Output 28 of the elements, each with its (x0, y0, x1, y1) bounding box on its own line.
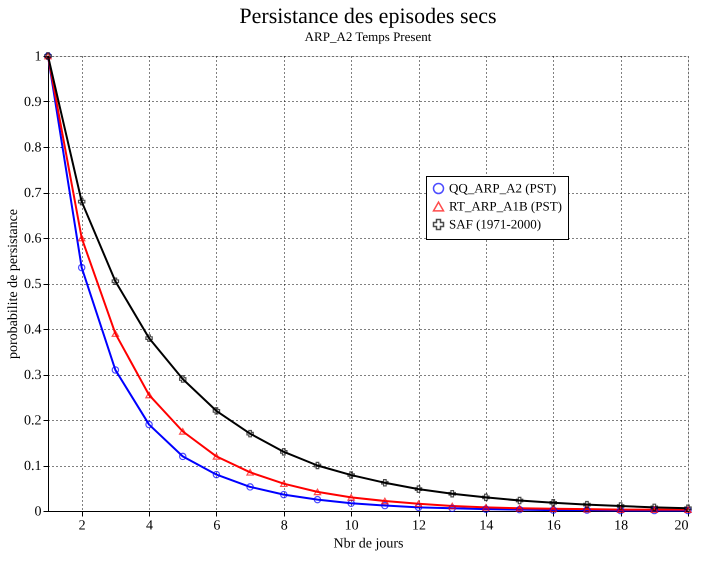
y-tick-label: 0.9 (24, 95, 42, 110)
x-tick-label: 20 (674, 518, 688, 534)
y-tick-label: 0.3 (24, 368, 42, 383)
legend-label: SAF (1971-2000) (449, 216, 542, 232)
y-tick-label: 0 (34, 504, 42, 520)
legend-label: QQ_ARP_A2 (PST) (449, 180, 556, 196)
x-tick-label: 6 (213, 518, 220, 534)
y-tick-label: 0.6 (24, 232, 42, 246)
x-tick-label: 12 (412, 518, 426, 534)
x-tick-label: 4 (146, 518, 154, 534)
x-tick-label: 18 (614, 518, 628, 534)
y-tick-label: 0.1 (24, 459, 42, 474)
y-tick-label: 0.4 (24, 322, 42, 338)
x-tick-label: 2 (78, 518, 86, 534)
chart-subtitle: ARP_A2 Temps Present (304, 29, 432, 44)
chart-title: Persistance des episodes secs (239, 3, 497, 28)
y-tick-label: 1 (34, 50, 42, 64)
x-tick-label: 10 (344, 518, 359, 534)
y-tick-label: 0.7 (24, 186, 42, 201)
legend-label: RT_ARP_A1B (PST) (449, 198, 562, 214)
x-axis-title: Nbr de jours (334, 536, 404, 552)
y-tick-label: 0.2 (24, 414, 42, 428)
y-axis-title: porobabilite de persistance (6, 208, 21, 360)
x-tick-label: 8 (280, 518, 288, 534)
x-tick-label: 16 (546, 518, 561, 534)
y-tick-label: 0.8 (24, 140, 42, 156)
y-tick-label: 0.5 (24, 277, 42, 292)
x-tick-label: 14 (479, 518, 494, 534)
